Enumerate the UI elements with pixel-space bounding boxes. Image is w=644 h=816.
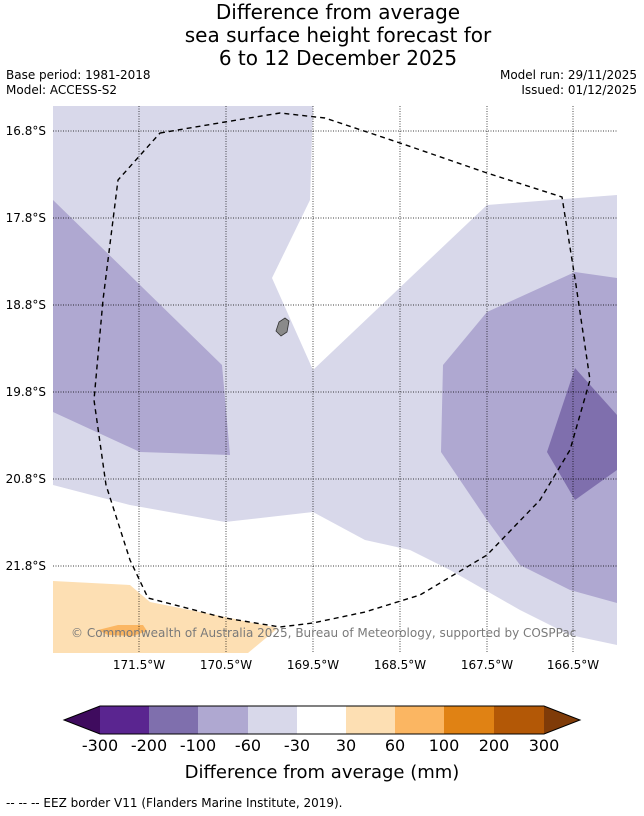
title-line-2: sea surface height forecast for: [184, 23, 492, 47]
anomaly-region-east: [441, 272, 617, 603]
meta-left: Base period: 1981-2018 Model: ACCESS-S2: [6, 68, 151, 98]
colorbar-tick-9: 200: [479, 736, 510, 755]
footnote: -- -- -- EEZ border V11 (Flanders Marine…: [6, 796, 343, 810]
map-panel: [53, 106, 617, 653]
eez-border: [93, 112, 591, 628]
colorbar-outline: [62, 705, 582, 735]
model-run: Model run: 29/11/2025: [499, 68, 637, 82]
anomaly-region-minus30: [53, 106, 617, 645]
colorbar: -300 -200 -100 -60 -30 30 60 100 200 300…: [62, 705, 582, 783]
lat-label-2: 17.8°S: [6, 211, 46, 225]
lat-label-1: 16.8°S: [6, 124, 46, 138]
anomaly-region-west: [53, 200, 230, 455]
colorbar-tick-8: 100: [429, 736, 460, 755]
colorbar-segment-5: [297, 706, 346, 734]
colorbar-tick-1: -300: [82, 736, 118, 755]
meta-right: Model run: 29/11/2025 Issued: 01/12/2025: [500, 68, 637, 98]
colorbar-tick-3: -100: [180, 736, 216, 755]
colorbar-tick-4: -60: [235, 736, 261, 755]
title-line-1: Difference from average: [215, 0, 461, 24]
colorbar-segment-4: [248, 706, 297, 734]
lon-label-5: 167.5°W: [461, 658, 513, 672]
colorbar-extend-low: [64, 706, 100, 734]
anomaly-region-east-core: [547, 368, 617, 500]
lon-label-6: 166.5°W: [547, 658, 599, 672]
model-name: Model: ACCESS-S2: [6, 83, 118, 97]
base-period: Base period: 1981-2018: [6, 68, 151, 82]
anomaly-region-positive-core: [98, 625, 147, 636]
lat-label-6: 21.8°S: [6, 559, 46, 573]
colorbar-extend-high: [544, 706, 580, 734]
colorbar-segment-2: [149, 706, 198, 734]
island: [275, 317, 290, 337]
colorbar-segment-6: [346, 706, 395, 734]
latitude-gridlines: [53, 130, 617, 567]
lon-label-1: 171.5°W: [113, 658, 165, 672]
issued-date: Issued: 01/12/2025: [521, 83, 637, 97]
colorbar-tick-5: -30: [284, 736, 310, 755]
colorbar-tick-10: 300: [529, 736, 560, 755]
colorbar-title: Difference from average (mm): [185, 762, 460, 783]
colorbar-tick-7: 60: [385, 736, 405, 755]
colorbar-tick-2: -200: [131, 736, 167, 755]
map-credit: © Commonwealth of Australia 2025, Bureau…: [71, 626, 576, 640]
lon-label-4: 168.5°W: [374, 658, 426, 672]
lon-label-3: 169.5°W: [287, 658, 339, 672]
lon-label-2: 170.5°W: [200, 658, 252, 672]
lat-label-3: 18.8°S: [6, 298, 46, 312]
colorbar-segment-9: [494, 706, 544, 734]
colorbar-tick-6: 30: [336, 736, 356, 755]
colorbar-segment-1: [100, 706, 149, 734]
lat-label-4: 19.8°S: [6, 385, 46, 399]
lat-label-5: 20.8°S: [6, 472, 46, 486]
colorbar-segment-3: [198, 706, 248, 734]
longitude-gridlines: [138, 106, 574, 653]
chart-title: Difference from average sea surface heig…: [0, 1, 644, 70]
colorbar-segment-7: [395, 706, 444, 734]
colorbar-segment-8: [444, 706, 494, 734]
title-line-3: 6 to 12 December 2025: [218, 46, 458, 70]
